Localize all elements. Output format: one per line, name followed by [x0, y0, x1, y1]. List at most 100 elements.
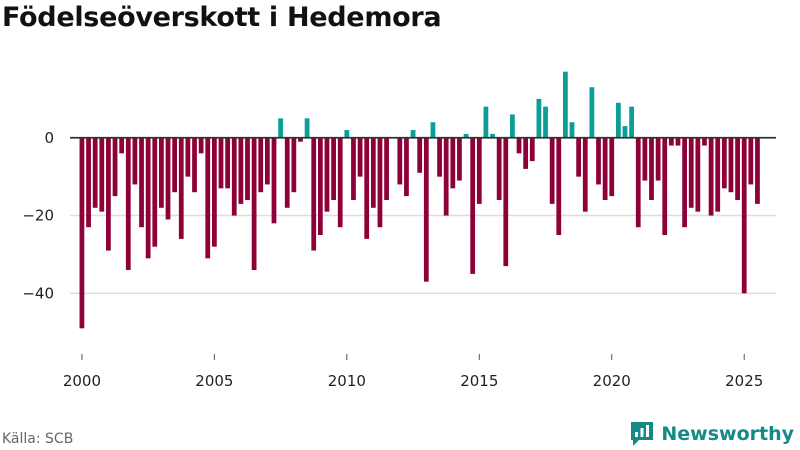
bar [529, 137, 535, 162]
y-tick-label: −40 [22, 284, 54, 302]
bar [145, 137, 151, 259]
bar [523, 137, 529, 169]
brand-name: Newsworthy [661, 423, 794, 445]
y-tick-label: −20 [22, 207, 54, 225]
bar [225, 137, 231, 189]
bar [311, 137, 317, 251]
bar [245, 137, 250, 200]
bar [457, 137, 462, 181]
bar [152, 137, 158, 247]
bar [159, 137, 164, 208]
bar [563, 71, 568, 138]
bar [291, 137, 297, 193]
bar [211, 137, 217, 247]
bar [331, 137, 336, 200]
bar [397, 137, 403, 185]
bar [139, 137, 144, 228]
bar [721, 137, 727, 189]
bar [410, 130, 416, 138]
bar [251, 137, 257, 270]
bar [79, 137, 85, 329]
bar [370, 137, 376, 208]
bar [384, 137, 389, 200]
bar [463, 133, 469, 138]
bar [589, 87, 595, 138]
bar [344, 130, 350, 138]
bar [132, 137, 138, 185]
bar [483, 106, 489, 138]
bar [655, 137, 661, 181]
bar [437, 137, 442, 177]
bars [79, 71, 760, 329]
bar [496, 137, 502, 200]
bar [404, 137, 409, 197]
bar [205, 137, 211, 259]
bar [741, 137, 747, 294]
bar [337, 137, 343, 228]
bar [198, 137, 204, 154]
bar [609, 137, 615, 197]
bar [271, 137, 277, 224]
bar [596, 137, 601, 185]
bar [715, 137, 721, 212]
bar [576, 137, 582, 177]
bar [615, 102, 621, 138]
bar [702, 137, 707, 146]
bar [185, 137, 191, 177]
x-tick-label: 2025 [725, 372, 763, 390]
x-axis-labels: 2000 2005 2010 2015 2020 2025 [63, 354, 763, 390]
bar [165, 137, 171, 220]
bar [582, 137, 588, 212]
bar [357, 137, 363, 177]
x-tick-label: 2000 [63, 372, 101, 390]
bar [86, 137, 91, 228]
newsworthy-logo-icon [631, 422, 654, 446]
bar [635, 137, 641, 228]
bar [106, 137, 111, 251]
x-tick-label: 2010 [328, 372, 366, 390]
bar [125, 137, 131, 270]
bar [231, 137, 237, 216]
bar [99, 137, 105, 212]
x-tick-label: 2005 [195, 372, 233, 390]
bar [556, 137, 562, 235]
bar [755, 137, 760, 204]
bar [351, 137, 356, 200]
bar [675, 137, 681, 146]
bar [178, 137, 184, 239]
bar [218, 137, 224, 189]
bar [629, 106, 635, 138]
bar [688, 137, 694, 208]
bar [92, 137, 98, 208]
bar [569, 122, 575, 138]
bar [304, 118, 310, 138]
y-tick-label: 0 [44, 129, 54, 147]
bar [450, 137, 456, 189]
bar [430, 122, 436, 138]
bar [695, 137, 701, 212]
bar [490, 133, 495, 138]
bar [602, 137, 608, 200]
bar [324, 137, 330, 212]
x-tick-label: 2015 [460, 372, 498, 390]
bar [423, 137, 429, 282]
bar [172, 137, 178, 193]
bar [549, 137, 555, 204]
bar [112, 137, 118, 197]
bar [298, 137, 303, 142]
gridlines [70, 214, 776, 295]
bar [503, 137, 509, 267]
source-note: Källa: SCB [2, 431, 74, 447]
bar [728, 137, 734, 193]
bar [264, 137, 270, 185]
bar [682, 137, 687, 228]
bar [748, 137, 754, 185]
bar [543, 106, 548, 138]
x-tick-label: 2020 [593, 372, 631, 390]
bar [119, 137, 125, 154]
bar [708, 137, 714, 216]
bar [192, 137, 197, 193]
bar [317, 137, 323, 235]
bar [476, 137, 482, 204]
